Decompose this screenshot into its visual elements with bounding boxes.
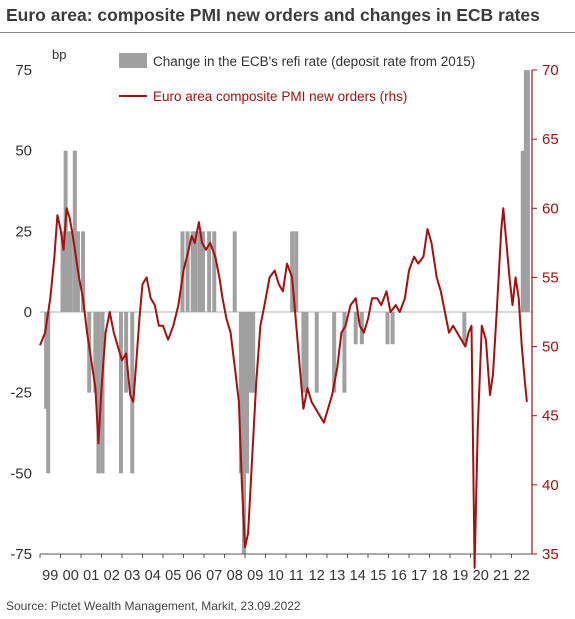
right-axis-tick-label: 35 [542,546,559,563]
left-axis-tick-label: 75 [15,62,32,79]
rate-change-bar [44,312,49,409]
x-axis-tick-label: 20 [473,568,489,584]
chart-title: Euro area: composite PMI new orders and … [6,5,540,25]
x-axis-tick-label: 18 [432,568,448,584]
x-axis-tick-label: 17 [411,568,427,584]
rate-change-bar [100,312,105,474]
rate-change-bar [124,312,129,393]
right-axis-tick-label: 45 [542,408,559,425]
x-axis-tick-label: 07 [206,568,222,584]
right-axis-tick-label: 70 [542,62,559,79]
rate-change-bar [251,312,256,393]
rate-change-bar [207,231,212,312]
legend-bar-label: Change in the ECB's refi rate (deposit r… [153,54,475,69]
rate-change-bar [46,312,51,474]
x-axis-tick-label: 03 [124,568,140,584]
rate-change-bar [93,312,98,393]
x-axis-tick-label: 00 [63,568,79,584]
rate-change-bar [390,312,395,345]
right-axis-tick-label: 50 [542,339,559,356]
x-axis-tick-label: 05 [165,568,181,584]
right-axis-tick-label: 55 [542,269,559,286]
rate-change-bar [130,312,135,474]
x-axis-tick-label: 06 [186,568,202,584]
x-axis-tick-label: 14 [350,568,366,584]
rate-change-bar [197,231,202,312]
x-axis-tick-label: 08 [227,568,243,584]
rate-change-bar [200,231,205,312]
rate-change-bar [385,312,390,345]
right-axis-tick-label: 40 [542,477,559,494]
rate-change-bar [332,312,337,393]
rate-change-bar [294,231,299,312]
x-axis-tick-label: 12 [309,568,325,584]
rate-change-bar [304,312,309,393]
rate-change-bar [241,312,246,554]
rate-change-bar [342,312,347,393]
rate-change-bar [72,150,77,312]
left-axis-unit-label: bp [52,47,66,62]
rate-change-bar [65,231,70,312]
left-axis-tick-label: -25 [10,385,32,402]
rate-change-bar [212,231,217,312]
pmi-line-series [39,207,528,569]
legend-bar-swatch [119,53,147,68]
rate-change-bar [190,231,195,312]
x-axis-tick-label: 16 [391,568,407,584]
x-axis-tick-label: 13 [329,568,345,584]
left-axis-tick-label: 0 [24,304,32,321]
rate-change-bar [118,312,123,474]
right-axis-tick-label: 65 [542,131,559,148]
left-axis-tick-label: 50 [15,143,32,160]
x-axis-tick-label: 09 [247,568,263,584]
x-axis-tick-label: 15 [370,568,386,584]
x-axis-tick-label: 04 [145,568,161,584]
rate-change-bar [462,312,467,345]
rate-change-bar [314,312,319,393]
x-axis-tick-label: 22 [514,568,530,584]
x-axis-tick-label: 11 [289,568,304,584]
rate-change-bar [520,150,525,312]
rate-change-bar [232,231,237,312]
x-axis-tick-label: 21 [493,568,509,584]
left-axis-tick-label: 25 [15,223,32,240]
rate-change-bar [185,231,190,312]
x-axis-tick-label: 19 [452,568,468,584]
rate-change-bar [523,70,528,312]
x-axis-tick-label: 99 [42,568,58,584]
rate-change-bar [193,231,198,312]
rate-change-bar [353,312,358,345]
left-axis-tick-label: -75 [10,546,32,563]
rate-change-bar [290,231,295,312]
rate-change-bar [81,231,86,312]
x-axis-tick-label: 02 [104,568,120,584]
rate-change-bar [525,70,530,312]
legend-line-label: Euro area composite PMI new orders (rhs) [153,89,407,104]
rate-change-bar [238,312,243,474]
source-note: Source: Pictet Wealth Management, Markit… [6,599,301,613]
rate-change-bar [245,312,250,474]
left-axis-tick-label: -50 [10,465,32,482]
rate-change-bar [301,312,306,393]
rate-change-bar [96,312,101,474]
rate-change-bar [60,231,65,312]
x-axis-tick-label: 10 [268,568,284,584]
rate-change-bar [68,231,73,312]
x-axis-tick-label: 01 [83,568,99,584]
title-divider [0,32,575,33]
right-axis-tick-label: 60 [542,200,559,217]
rate-change-bar [248,312,253,393]
